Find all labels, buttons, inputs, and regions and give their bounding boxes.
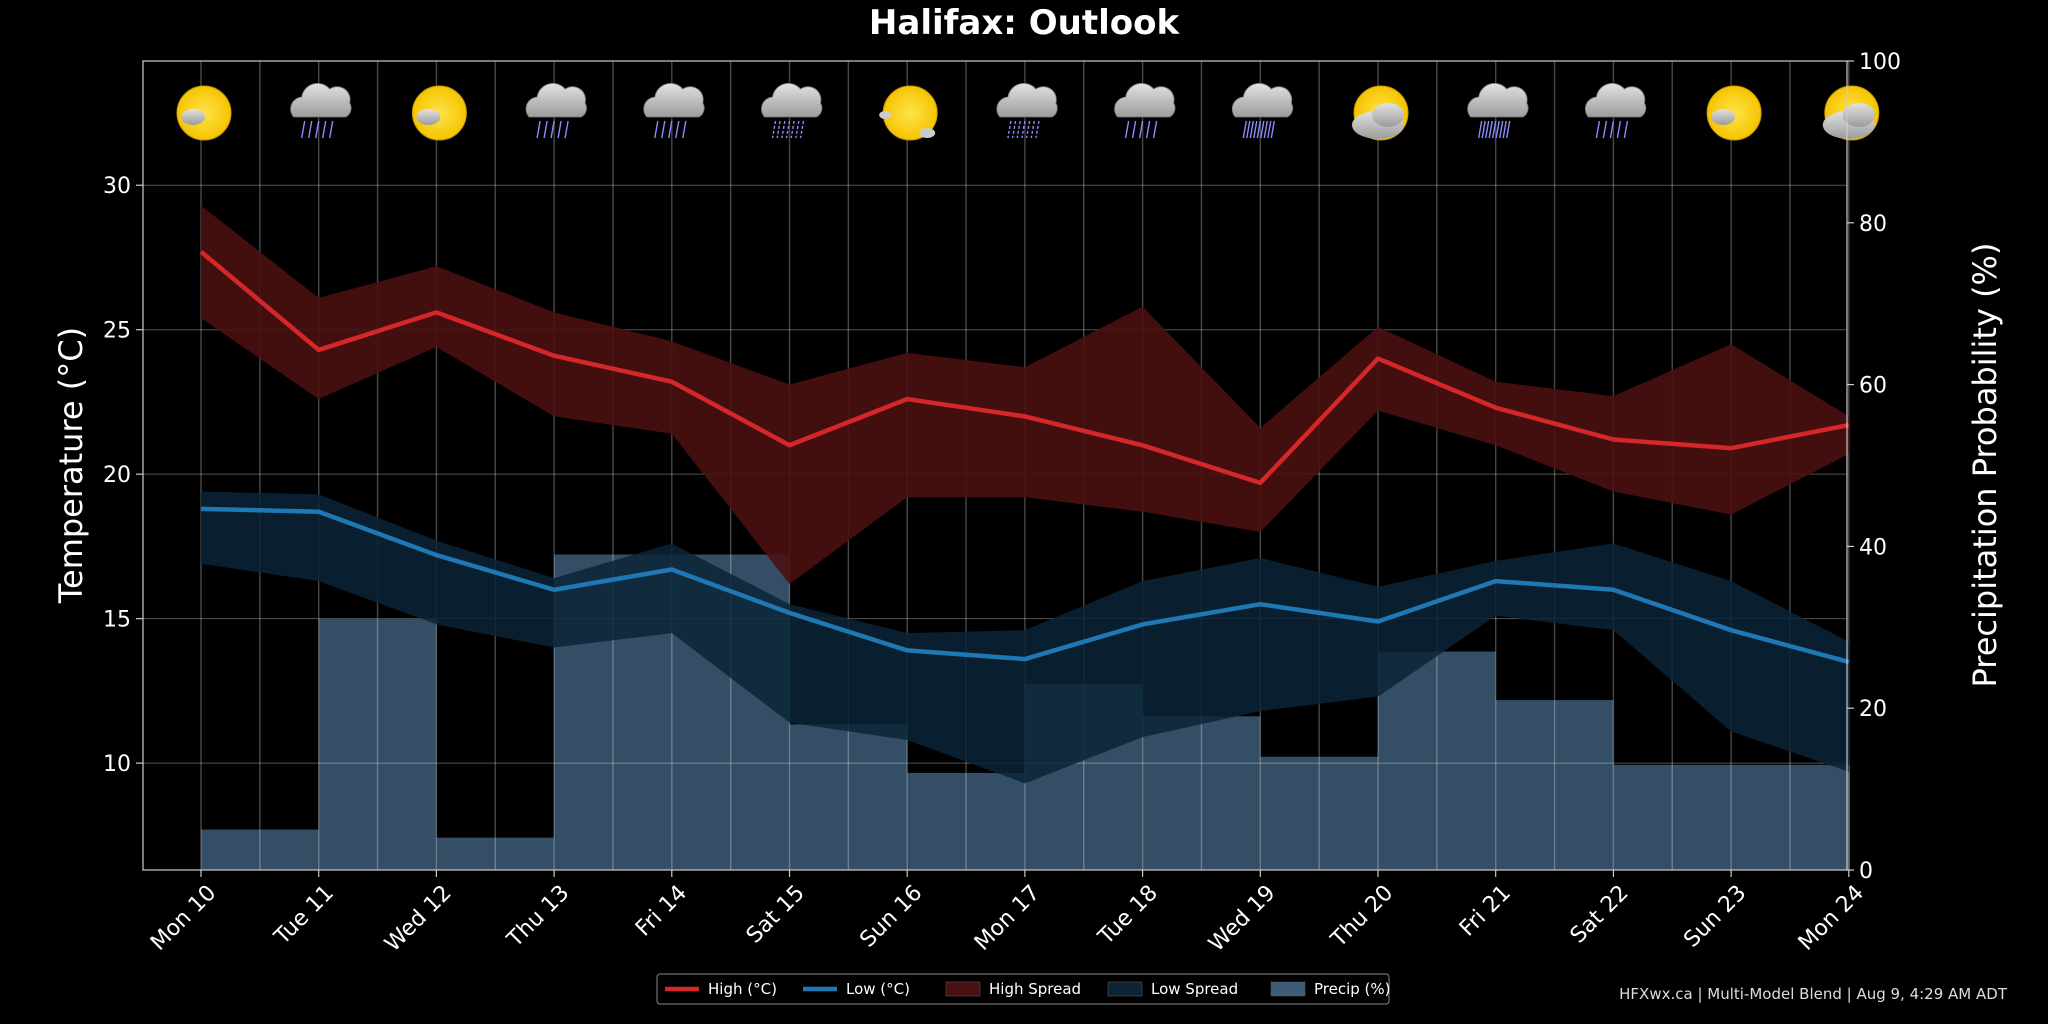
x-tick-label: Wed 19 (1204, 881, 1280, 957)
precip-bar (1378, 651, 1496, 870)
rain-cloud-icon (1584, 82, 1647, 139)
x-tick-label: Tue 11 (269, 881, 339, 951)
weather-icons (176, 82, 1880, 141)
y2-axis-label: Precipitation Probability (%) (1966, 243, 2004, 688)
cloud-sun-icon (1352, 85, 1409, 141)
x-tick-label: Mon 17 (970, 881, 1045, 956)
legend-label: Low Spread (1151, 980, 1238, 998)
legend-item: High Spread (945, 980, 1081, 998)
cloud-sun-icon (1822, 85, 1880, 141)
series-lines (199, 249, 1850, 665)
precip-bar (1260, 756, 1378, 870)
y2-tick-label: 100 (1859, 50, 1901, 75)
legend-box (656, 973, 1390, 1005)
y-tick-label: 20 (103, 463, 131, 488)
precip-bar (907, 772, 1025, 870)
precip-bar (789, 724, 908, 870)
x-tick-label: Fri 14 (631, 881, 692, 942)
legend-item: Low (°C) (803, 980, 910, 998)
precip-bar (1848, 764, 1850, 870)
x-tick-label: Tue 18 (1093, 881, 1163, 951)
x-tick-label: Sat 22 (1566, 881, 1634, 949)
drizzle-cloud-icon (761, 82, 823, 139)
low-temp-line (200, 506, 1850, 665)
legend-label: High Spread (989, 980, 1081, 998)
y2-tick-label: 20 (1859, 697, 1887, 722)
plot-frame (142, 60, 1848, 871)
drizzle-cloud-icon (996, 82, 1058, 139)
legend-swatch (1270, 981, 1306, 997)
heavy-rain-cloud-icon (1231, 82, 1294, 139)
rain-cloud-icon (290, 82, 352, 139)
rain-cloud-icon (643, 82, 705, 139)
rain-cloud-icon (525, 82, 587, 139)
y2-tick-label: 60 (1859, 374, 1887, 399)
rain-cloud-icon (1114, 82, 1176, 139)
heavy-rain-cloud-icon (1467, 82, 1529, 139)
low-spread-band (201, 491, 1849, 784)
x-tick-label: Mon 10 (146, 881, 221, 956)
precip-bar (1142, 716, 1261, 870)
y-tick-label: 10 (103, 752, 131, 777)
high-spread-band (201, 205, 1849, 584)
legend: High (°C) Low (°C) High Spread Low Spread Pr… (656, 973, 1391, 1005)
precip-bar (1731, 764, 1849, 870)
y2-tick-label: 40 (1859, 535, 1887, 560)
x-tick-label: Fri 21 (1455, 881, 1516, 942)
sun-cloud-icon (176, 85, 232, 141)
legend-item: Low Spread (1107, 980, 1238, 998)
sun-cloud-icon (1706, 85, 1762, 141)
y-axis-label: Temperature (°C) (52, 327, 90, 604)
precip-bar (1495, 700, 1614, 870)
x-axis: Mon 10 Tue 11 Wed 12 Thu 13 Fri 14 Sat 15 Sun … (146, 870, 1869, 957)
y2-tick-label: 0 (1859, 859, 1873, 884)
sun-cloud-icon (411, 85, 467, 141)
y-tick-label: 25 (103, 319, 131, 344)
precip-bar (318, 619, 437, 870)
x-tick-label: Mon 24 (1794, 881, 1869, 956)
legend-swatch (945, 981, 981, 997)
x-tick-label: Sun 23 (1679, 881, 1751, 953)
x-tick-label: Wed 12 (380, 881, 456, 957)
legend-swatch (1107, 981, 1143, 997)
precip-bar (201, 829, 319, 870)
chart-title: Halifax: Outlook (869, 3, 1181, 43)
legend-label: Low (°C) (846, 980, 910, 998)
y-axis-right: 0 20 40 60 80 100 (1847, 50, 1901, 884)
legend-item: Precip (%) (1270, 980, 1391, 998)
y-tick-label: 15 (103, 608, 131, 633)
legend-label: High (°C) (708, 980, 777, 998)
sun-icon (879, 85, 938, 141)
precip-bar (1613, 764, 1732, 870)
footer-credit: HFXwx.ca | Multi-Model Blend | Aug 9, 4:… (1619, 985, 2008, 1003)
legend-item: High (°C) (665, 980, 777, 998)
spread-bands (201, 205, 1849, 784)
x-tick-label: Sun 16 (855, 881, 927, 953)
y2-tick-label: 80 (1859, 212, 1887, 237)
y-axis-left: 10 15 20 25 30 (103, 174, 143, 777)
x-tick-label: Sat 15 (742, 881, 810, 949)
x-tick-label: Thu 20 (1326, 881, 1398, 953)
x-tick-label: Thu 13 (502, 881, 574, 953)
precip-bar (436, 837, 555, 870)
y-tick-label: 30 (103, 174, 131, 199)
high-temp-line (199, 249, 1850, 486)
legend-label: Precip (%) (1314, 980, 1391, 998)
